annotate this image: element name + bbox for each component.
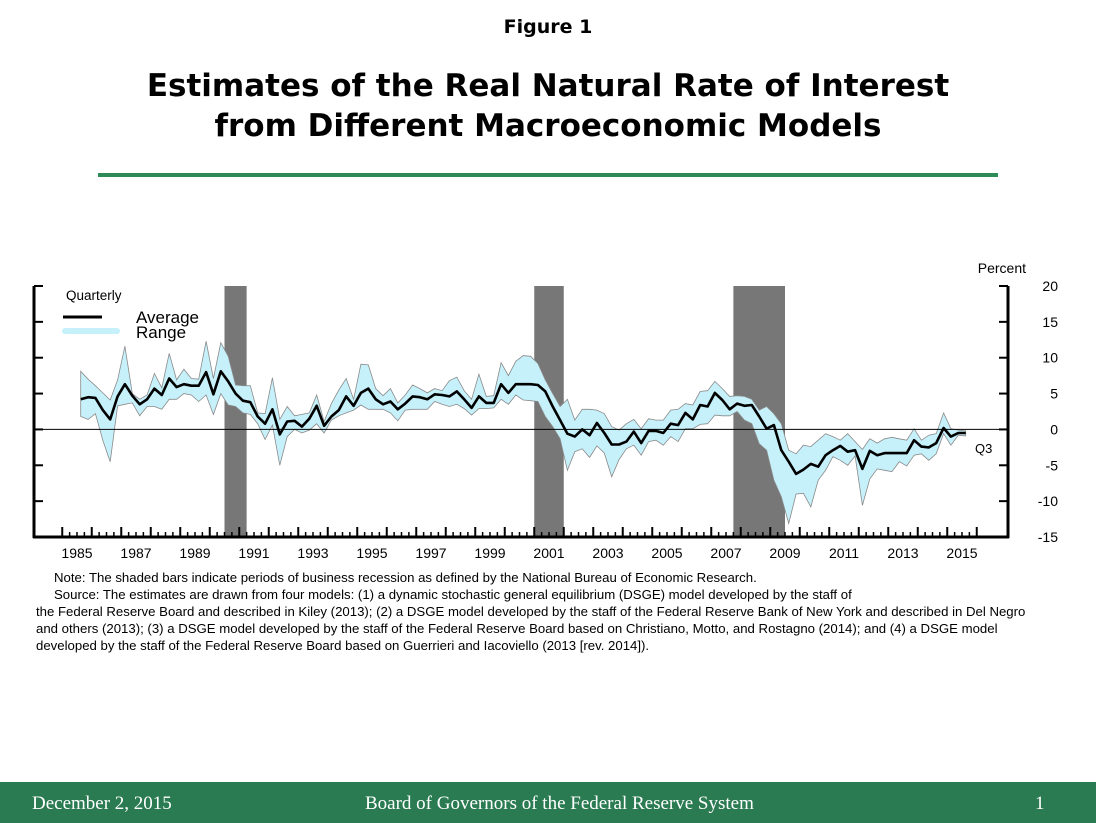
footer: December 2, 2015 Board of Governors of t… (0, 782, 1096, 823)
y-tick-label: 5 (1050, 386, 1058, 402)
average-line-group (80, 369, 966, 476)
y-tick-label: -5 (1046, 457, 1059, 473)
legend: Average Range (62, 308, 199, 342)
y-tick-labels: 20 15 10 5 0 -5 -10 -15 (1038, 278, 1058, 545)
figure-label: Figure 1 (503, 16, 593, 38)
title-line-1: Estimates of the Real Natural Rate of In… (146, 68, 950, 104)
y-axis-label: Percent (978, 260, 1026, 276)
y-tick-label: 15 (1042, 314, 1058, 330)
y-tick-label: 10 (1042, 350, 1058, 366)
x-tick-label: 2013 (887, 545, 918, 561)
chart-notes: Note: The shaded bars indicate periods o… (36, 569, 1036, 654)
last-point-label: Q3 (975, 441, 992, 456)
x-tick-label: 1987 (120, 545, 151, 561)
axes (32, 285, 1010, 539)
y-tick-label: 0 (1050, 421, 1058, 437)
frequency-label: Quarterly (66, 288, 122, 303)
x-tick-labels: 1985 1987 1989 1991 1993 1995 1997 1999 2001 2003… (61, 545, 977, 561)
range-band (80, 341, 967, 525)
x-tick-label: 2001 (533, 545, 564, 561)
x-tick-label: 1997 (415, 545, 446, 561)
y-tick-label: -10 (1038, 493, 1058, 509)
x-tick-label: 1993 (297, 545, 328, 561)
title-divider (98, 173, 998, 177)
page-title: Estimates of the Real Natural Rate of In… (0, 66, 1096, 146)
x-tick-label: 2007 (710, 545, 741, 561)
x-tick-label: 1999 (474, 545, 505, 561)
x-tick-label: 2009 (769, 545, 800, 561)
source-text: the Federal Reserve Board and described … (36, 604, 1026, 653)
average-line (80, 369, 966, 476)
footer-organization: Board of Governors of the Federal Reserv… (365, 793, 754, 814)
x-tick-label: 2003 (592, 545, 623, 561)
x-tick-label: 1989 (179, 545, 210, 561)
legend-range-label: Range (136, 323, 186, 342)
note-text: Note: The shaded bars indicate periods o… (54, 570, 757, 585)
title-line-2: from Different Macroeconomic Models (214, 108, 882, 144)
x-tick-label: 1995 (356, 545, 387, 561)
y-tick-label: 20 (1042, 278, 1058, 294)
x-tick-label: 1985 (61, 545, 92, 561)
x-tick-label: 2015 (946, 545, 977, 561)
x-tick-label: 2011 (829, 545, 859, 561)
range-area (80, 341, 967, 525)
y-tick-label: -15 (1038, 529, 1058, 545)
recession-bar (224, 286, 247, 537)
x-tick-label: 1991 (238, 545, 269, 561)
x-tick-label: 2005 (651, 545, 682, 561)
footer-page-number: 1 (1035, 793, 1045, 814)
legend-average-label: Average (136, 308, 199, 327)
footer-date: December 2, 2015 (32, 793, 172, 814)
legend-range-swatch (62, 328, 120, 334)
source-lead: Source: The estimates are drawn from fou… (54, 587, 852, 602)
